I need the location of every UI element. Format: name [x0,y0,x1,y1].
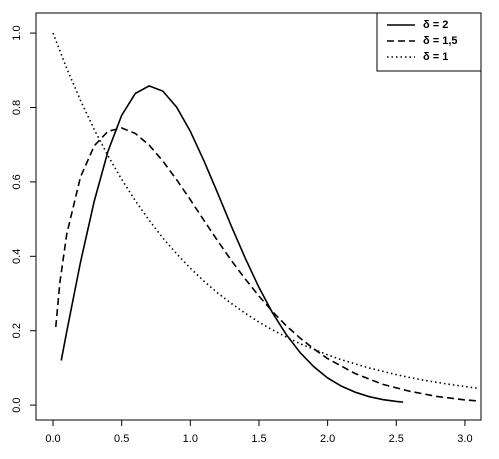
y-tick-label: 0.8 [11,100,23,115]
x-tick-label: 3.0 [457,433,472,445]
plot-frame [35,12,482,421]
y-tick-label: 0.6 [11,174,23,189]
y-tick-label: 1.0 [11,25,23,40]
legend-label: δ = 1 [423,51,448,63]
x-tick-label: 2.0 [320,433,335,445]
legend-box [376,12,482,72]
y-tick-label: 0.2 [11,323,23,338]
legend-label: δ = 2 [423,19,448,31]
y-tick-label: 0.4 [11,249,23,264]
legend-label: δ = 1,5 [423,35,458,47]
x-tick-label: 0.5 [114,433,129,445]
series-line [54,127,479,402]
y-tick-label: 0.0 [11,397,23,412]
x-tick-label: 2.5 [389,433,404,445]
x-tick-label: 0.0 [45,433,60,445]
series-line [60,85,404,403]
x-tick-label: 1.5 [251,433,266,445]
x-tick-label: 1.0 [183,433,198,445]
series-line [52,32,479,390]
